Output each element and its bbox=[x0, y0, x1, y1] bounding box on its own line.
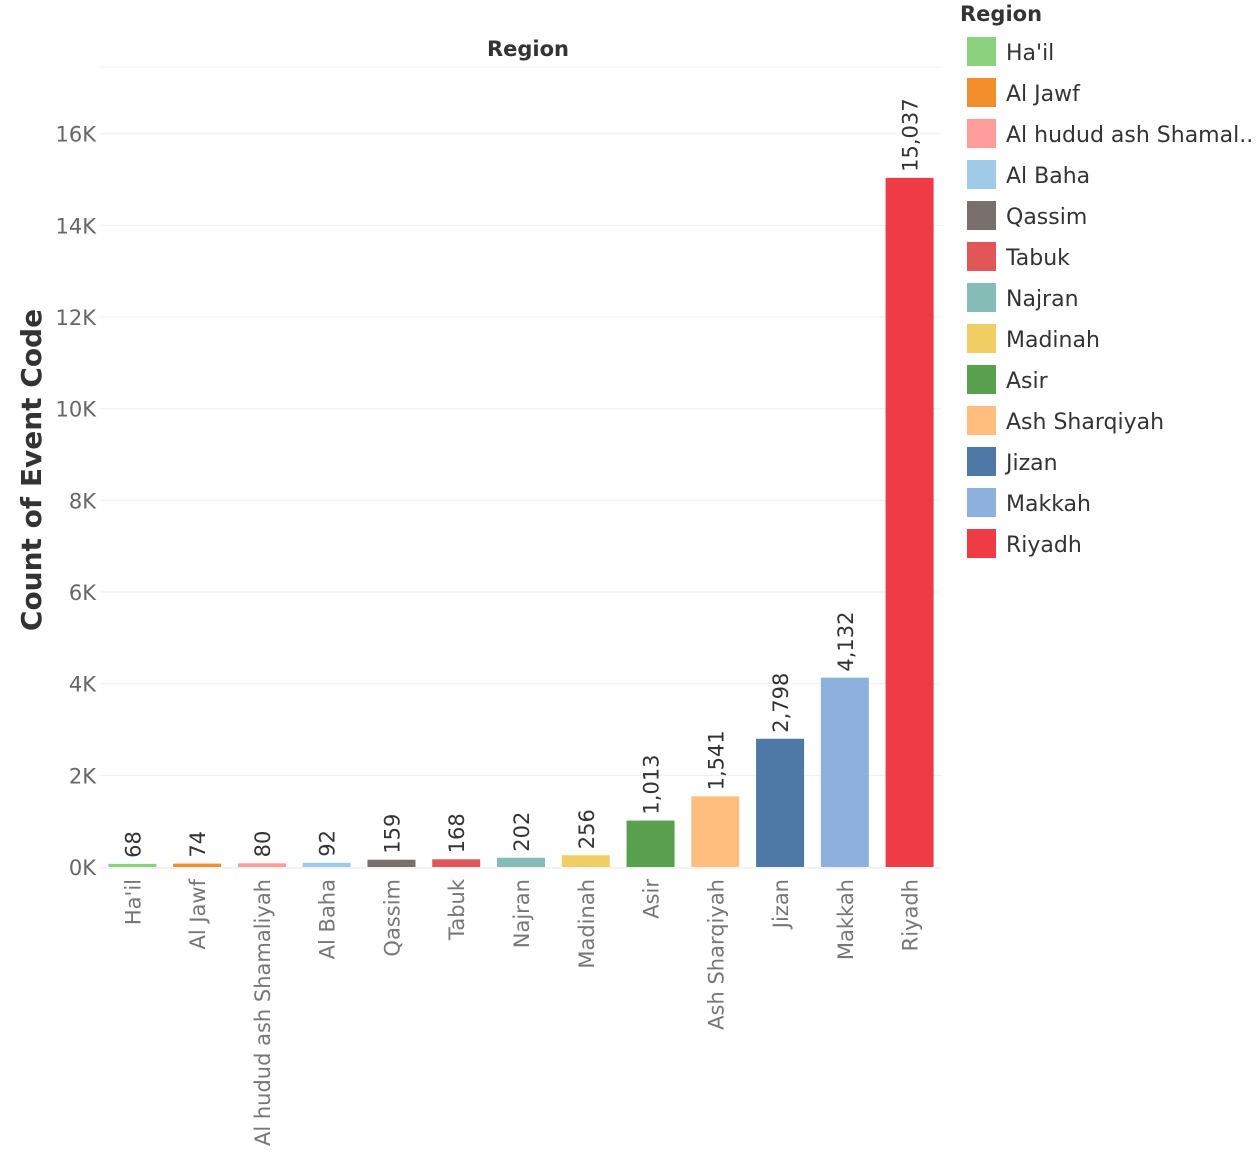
legend-item-label: Najran bbox=[1006, 287, 1079, 312]
legend-item-label: Ash Sharqiyah bbox=[1006, 410, 1164, 435]
value-label: 92 bbox=[316, 830, 340, 857]
bar bbox=[173, 863, 222, 867]
value-label: 15,037 bbox=[899, 98, 923, 171]
y-tick-label: 16K bbox=[56, 123, 98, 147]
legend-swatch bbox=[967, 37, 996, 66]
gridlines bbox=[100, 66, 942, 869]
y-tick-label: 4K bbox=[69, 673, 97, 697]
value-label: 80 bbox=[251, 831, 275, 858]
bar bbox=[561, 855, 610, 867]
legend-swatch bbox=[967, 488, 996, 517]
chart-header-title: Region bbox=[487, 37, 569, 61]
x-axis: Ha'il Al Jawf Al hudud ash Shamaliyah Al Ba… bbox=[121, 878, 922, 1146]
bar bbox=[108, 863, 157, 867]
bar bbox=[756, 738, 805, 867]
value-label: 159 bbox=[380, 814, 404, 854]
legend-swatch bbox=[967, 529, 996, 558]
category-label: Al Jawf bbox=[186, 878, 210, 949]
legend-title: Region bbox=[960, 2, 1042, 26]
category-label: Ash Sharqiyah bbox=[704, 879, 728, 1030]
value-label: 2,798 bbox=[769, 673, 793, 733]
value-label: 1,541 bbox=[704, 730, 728, 790]
y-tick-label: 12K bbox=[56, 306, 98, 330]
value-label: 168 bbox=[445, 813, 469, 853]
y-tick-label: 6K bbox=[69, 581, 97, 605]
bars bbox=[108, 177, 934, 867]
category-label: Riyadh bbox=[899, 879, 923, 951]
category-label: Ha'il bbox=[121, 879, 145, 925]
y-tick-label: 10K bbox=[56, 398, 98, 422]
legend-swatch bbox=[967, 160, 996, 189]
category-label: Al hudud ash Shamaliyah bbox=[251, 879, 275, 1146]
legend-swatch bbox=[967, 242, 996, 271]
legend-item-label: Asir bbox=[1006, 369, 1049, 394]
legend-item-label: Qassim bbox=[1006, 205, 1087, 230]
value-labels: 68 74 80 92 159 168 202 256 1,013 1,541 2,798 4,132… bbox=[121, 98, 922, 857]
legend-item-label: Madinah bbox=[1006, 328, 1100, 353]
category-label: Makkah bbox=[834, 879, 858, 960]
value-label: 202 bbox=[510, 812, 534, 852]
legend-swatch bbox=[967, 119, 996, 148]
value-label: 1,013 bbox=[640, 754, 664, 814]
category-label: Jizan bbox=[769, 879, 793, 930]
category-label: Madinah bbox=[575, 879, 599, 969]
legend-item-label: Jizan bbox=[1004, 451, 1058, 476]
bar bbox=[367, 859, 416, 867]
category-label: Najran bbox=[510, 879, 534, 948]
y-tick-label: 0K bbox=[69, 856, 97, 880]
bar bbox=[820, 677, 869, 867]
legend-swatch bbox=[967, 201, 996, 230]
category-label: Tabuk bbox=[445, 878, 469, 941]
legend-swatch bbox=[967, 406, 996, 435]
category-label: Asir bbox=[640, 879, 664, 919]
legend-swatch bbox=[967, 365, 996, 394]
legend-item-label: Makkah bbox=[1006, 492, 1091, 517]
bar bbox=[302, 862, 351, 867]
bar bbox=[497, 857, 545, 867]
value-label: 256 bbox=[575, 809, 599, 849]
legend-swatch bbox=[967, 283, 996, 312]
bar bbox=[432, 859, 481, 867]
bar bbox=[885, 177, 934, 867]
category-label: Qassim bbox=[380, 879, 404, 957]
y-tick-label: 2K bbox=[69, 764, 97, 788]
legend-item-label: Al Jawf bbox=[1006, 82, 1081, 107]
legend-swatch bbox=[967, 324, 996, 353]
y-axis-label: Count of Event Code bbox=[15, 309, 48, 631]
y-tick-label: 8K bbox=[69, 489, 97, 513]
legend-swatch bbox=[967, 447, 996, 476]
value-label: 74 bbox=[186, 831, 210, 858]
legend-swatch bbox=[967, 78, 996, 107]
value-label: 4,132 bbox=[834, 612, 858, 672]
legend-item-label: Tabuk bbox=[1005, 246, 1070, 271]
legend-item-label: Al hudud ash Shamal.. bbox=[1006, 123, 1253, 148]
category-label: Al Baha bbox=[316, 879, 340, 959]
y-axis: 0K 2K 4K 6K 8K 10K 12K 14K 16K bbox=[56, 123, 98, 880]
value-label: 68 bbox=[121, 831, 145, 858]
y-tick-label: 14K bbox=[56, 214, 98, 238]
bar bbox=[237, 863, 286, 867]
legend: Ha'il Al Jawf Al hudud ash Shamal.. Al Baha… bbox=[967, 37, 1253, 558]
bar bbox=[626, 820, 675, 867]
legend-item-label: Riyadh bbox=[1006, 533, 1082, 558]
legend-item-label: Ha'il bbox=[1006, 41, 1054, 66]
bar bbox=[691, 796, 740, 867]
legend-item-label: Al Baha bbox=[1006, 164, 1090, 189]
